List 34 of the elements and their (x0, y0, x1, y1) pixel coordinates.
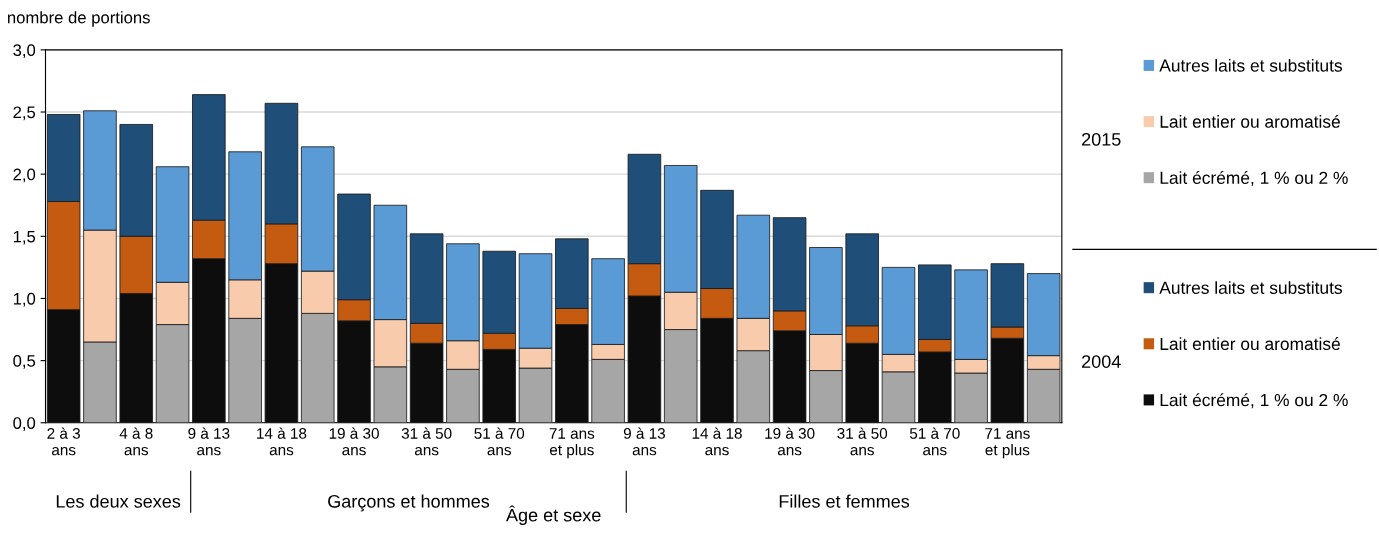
x-tick-label: 19 à 30 ans (329, 427, 379, 456)
legend-label: Lait écrémé, 1 % ou 2 % (1160, 393, 1348, 409)
x-tick-label: 2 à 3 ans (47, 427, 80, 456)
text: Les deux sexes (56, 494, 181, 508)
legend-label: Autres laits et substituts (1159, 58, 1342, 72)
y-tick-label: 2,5 (13, 106, 36, 121)
x-tick-label: 14 à 18 ans (692, 427, 742, 456)
y-tick-label: 1,5 (13, 230, 36, 245)
text: 2015 (1082, 132, 1121, 146)
text: 2004 (1082, 355, 1121, 368)
x-tick-label: 31 à 50 ans (401, 427, 452, 456)
x-tick-label: 71 ans et plus (985, 428, 1030, 459)
y-axis-title: nombre de portions (8, 11, 150, 27)
x-tick-label: 9 à 13 ans (623, 427, 665, 456)
text: Filles et femmes (779, 494, 910, 508)
x-tick-label: 19 à 30 ans (765, 427, 815, 456)
legend-label: Autres laits et substituts (1159, 281, 1342, 294)
x-tick-label: 14 à 18 ans (257, 427, 307, 456)
y-tick-label: 0,5 (13, 355, 36, 369)
x-tick-label: 9 à 13 ans (188, 427, 230, 456)
legend-label: Lait écrémé, 1 % ou 2 % (1160, 171, 1348, 187)
legend-label: Lait entier ou aromatisé (1160, 337, 1340, 351)
x-tick-label: 51 à 70 ans (474, 427, 525, 456)
x-tick-label: 71 ans et plus (549, 428, 595, 459)
x-axis-title: Âge et sexe (506, 505, 601, 526)
legend-label: Lait entier ou aromatisé (1160, 114, 1340, 128)
y-tick-label: 3,0 (13, 44, 36, 59)
x-tick-label: 51 à 70 ans (909, 427, 960, 456)
x-tick-label: 31 à 50 ans (837, 427, 888, 456)
text: Garçons et hommes (328, 494, 490, 512)
x-tick-label: 4 à 8 ans (119, 427, 153, 456)
y-tick-label: 0,0 (13, 417, 36, 431)
y-tick-label: 1,0 (13, 292, 36, 307)
y-tick-label: 2,0 (13, 168, 36, 183)
